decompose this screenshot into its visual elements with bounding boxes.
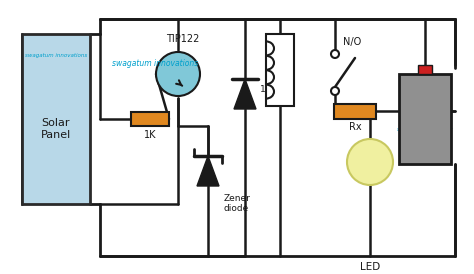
Text: swagatum innovations: swagatum innovations xyxy=(25,53,87,59)
Bar xyxy=(131,112,169,126)
Bar xyxy=(334,104,376,118)
Text: TIP122: TIP122 xyxy=(166,34,200,44)
Text: LED: LED xyxy=(360,262,380,272)
Circle shape xyxy=(156,52,200,96)
Bar xyxy=(399,74,451,164)
Polygon shape xyxy=(197,156,219,186)
Text: Battery: Battery xyxy=(401,104,448,114)
Text: Solar
Panel: Solar Panel xyxy=(41,118,71,140)
Text: Zener
diode: Zener diode xyxy=(224,194,251,213)
Circle shape xyxy=(347,139,393,185)
Bar xyxy=(22,34,90,204)
Circle shape xyxy=(331,87,339,95)
Text: 1K: 1K xyxy=(144,130,156,140)
Text: N/O: N/O xyxy=(343,37,361,47)
Text: 1N4007: 1N4007 xyxy=(260,84,295,93)
Bar xyxy=(418,65,432,74)
Text: Rx: Rx xyxy=(349,121,361,132)
Bar xyxy=(266,34,294,106)
Polygon shape xyxy=(234,79,256,109)
Text: swagatum innovatior: swagatum innovatior xyxy=(397,127,453,132)
FancyArrowPatch shape xyxy=(176,80,182,86)
Circle shape xyxy=(331,50,339,58)
Text: swagatum innovations: swagatum innovations xyxy=(112,59,198,68)
